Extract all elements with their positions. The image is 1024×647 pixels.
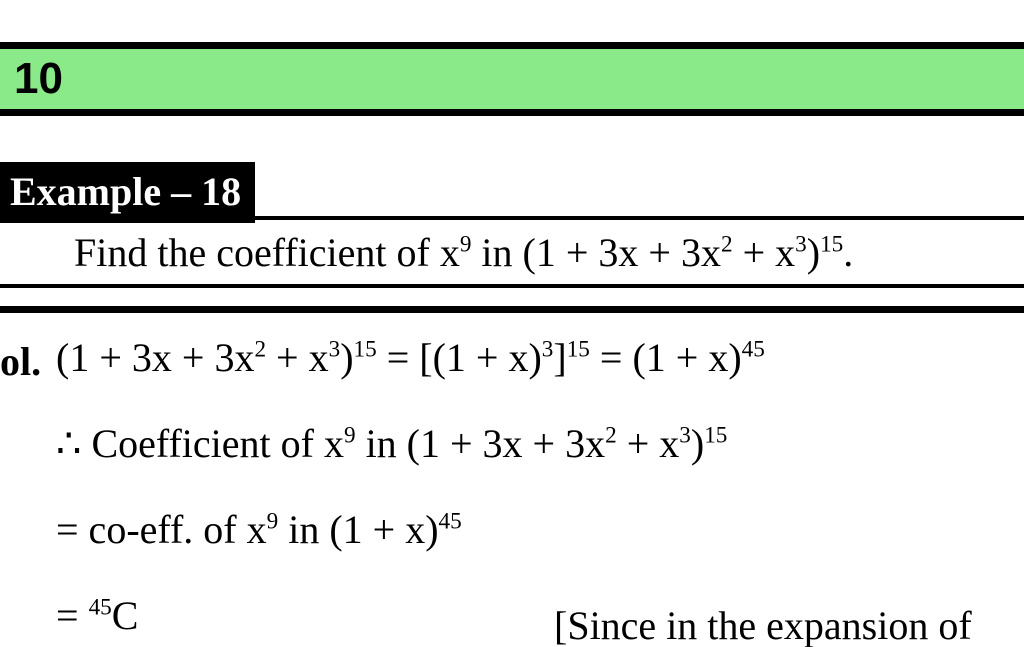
problem-seg: + x	[733, 230, 796, 275]
exp: 15	[354, 337, 377, 363]
problem-exp: 3	[795, 232, 807, 258]
solution-line-4-right: [Since in the expansion of	[554, 602, 972, 647]
problem-exp: 2	[721, 232, 733, 258]
exp: 9	[267, 509, 279, 535]
seg: )	[340, 335, 353, 380]
page-number-bar: 10	[0, 42, 1024, 116]
problem-seg: in (1 + 3x + 3x	[471, 230, 721, 275]
problem-seg: Find the coefficient of x	[74, 230, 460, 275]
exp: 15	[567, 337, 590, 363]
exp: 2	[254, 337, 266, 363]
seg: ∴ Coefficient of x	[56, 421, 344, 466]
seg: ]	[553, 335, 566, 380]
problem-text: Find the coefficient of x9 in (1 + 3x + …	[74, 233, 853, 273]
seg: = [(1 + x)	[377, 335, 542, 380]
exp: 45	[742, 337, 765, 363]
problem-exp: 15	[820, 232, 843, 258]
seg: + x	[617, 421, 680, 466]
seg: (1 + 3x + 3x	[56, 335, 254, 380]
page-number: 10	[14, 57, 63, 101]
exp: 3	[329, 337, 341, 363]
seg: C	[112, 593, 139, 638]
solution-line-1: (1 + 3x + 3x2 + x3)15 = [(1 + x)3]15 = (…	[56, 338, 765, 378]
seg: )	[691, 421, 704, 466]
page: 10 Example – 18 Find the coefficient of …	[0, 0, 1024, 647]
problem-row: Find the coefficient of x9 in (1 + 3x + …	[0, 222, 1024, 288]
problem-seg: .	[843, 230, 853, 275]
seg: =	[56, 593, 89, 638]
seg: + x	[266, 335, 329, 380]
exp: 15	[704, 423, 727, 449]
solution-label: ol.	[0, 338, 41, 385]
solution-line-2: ∴ Coefficient of x9 in (1 + 3x + 3x2 + x…	[56, 424, 727, 464]
solution-line-3: = co-eff. of x9 in (1 + x)45	[56, 510, 462, 550]
seg: in (1 + x)	[278, 507, 438, 552]
seg: = (1 + x)	[590, 335, 742, 380]
exp: 45	[439, 509, 462, 535]
exp: 45	[89, 595, 112, 621]
divider	[0, 306, 1024, 313]
example-heading-row: Example – 18	[0, 162, 1024, 220]
exp: 2	[605, 423, 617, 449]
problem-seg: )	[807, 230, 820, 275]
example-label: Example – 18	[0, 162, 255, 223]
problem-exp: 9	[460, 232, 472, 258]
exp: 3	[679, 423, 691, 449]
solution-line-4-left: = 45C	[56, 596, 138, 636]
seg: = co-eff. of x	[56, 507, 267, 552]
exp: 3	[542, 337, 554, 363]
exp: 9	[344, 423, 356, 449]
seg: in (1 + 3x + 3x	[356, 421, 606, 466]
